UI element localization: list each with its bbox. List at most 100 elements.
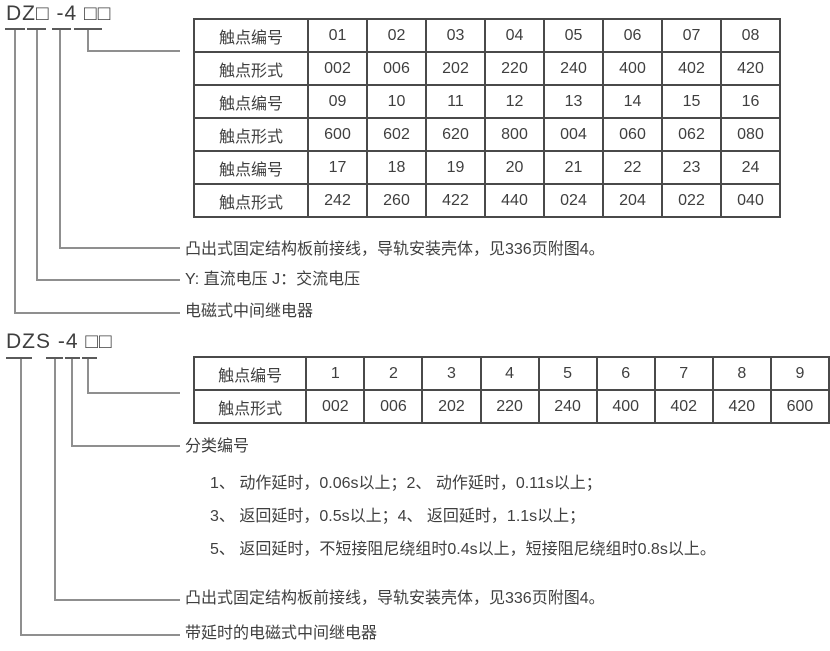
value-cell: 08 [720, 18, 781, 53]
row-header-cell: 触点形式 [192, 389, 308, 424]
value-cell: 202 [425, 51, 486, 86]
value-cell: 12 [484, 84, 545, 119]
dzs-classification-item-3: 5、 返回延时，不短接阻尼绕组时0.4s以上，短接阻尼绕组时0.8s以上。 [210, 541, 716, 558]
value-cell: 202 [421, 389, 482, 424]
value-cell: 240 [537, 389, 598, 424]
tick-dz-voltage [27, 28, 46, 30]
value-cell: 06 [602, 18, 663, 53]
value-cell: 03 [425, 18, 486, 53]
value-cell: 402 [661, 51, 722, 86]
table-row: 触点形式 242 260 422 440 024 204 022 040 [193, 183, 781, 218]
value-cell: 24 [720, 150, 781, 185]
leader-dzs-classification [71, 359, 180, 447]
value-cell: 006 [366, 51, 427, 86]
value-cell: 060 [602, 117, 663, 152]
dzs-classification-item-1: 1、 动作延时，0.06s以上；2、 动作延时，0.11s以上； [210, 475, 602, 492]
tick-dz-contacts [74, 28, 102, 30]
value-cell: 7 [653, 356, 714, 391]
dz-contact-table: 触点编号 01 02 03 04 05 06 07 08 触点形式 002 006 202 220 24 0 4… [193, 18, 781, 218]
row-header-cell: 触点形式 [193, 117, 309, 152]
leader-dz-contacts-to-table [87, 30, 180, 52]
value-cell: 01 [307, 18, 368, 53]
value-cell: 1 [305, 356, 366, 391]
value-cell: 6 [595, 356, 656, 391]
dzs-case-label: 凸出式固定结构板前接线，导轨安装壳体，见336页附图4。 [185, 590, 605, 607]
value-cell: 004 [543, 117, 604, 152]
value-cell: 04 [484, 18, 545, 53]
value-cell: 422 [425, 183, 486, 218]
value-cell: 062 [661, 117, 722, 152]
value-cell: 10 [366, 84, 427, 119]
leader-dz-case [59, 30, 180, 249]
value-cell: 17 [307, 150, 368, 185]
row-header-cell: 触点编号 [192, 356, 308, 391]
value-cell: 240 [543, 51, 604, 86]
value-cell: 260 [366, 183, 427, 218]
value-cell: 400 [602, 51, 663, 86]
dz-voltage-label: Y: 直流电压 J：交流电压 [185, 271, 361, 288]
table-row: 触点形式 600 602 620 800 004 060 062 080 [193, 117, 781, 152]
value-cell: 07 [661, 18, 722, 53]
table-row: 触点编号 01 02 03 04 05 06 07 08 [193, 18, 781, 53]
tick-dzs-prefix [6, 357, 32, 359]
value-cell: 402 [653, 389, 714, 424]
value-cell: 20 [484, 150, 545, 185]
value-cell: 600 [769, 389, 830, 424]
tick-dzs-case [46, 357, 63, 359]
leader-dz-type [14, 30, 180, 314]
value-cell: 09 [307, 84, 368, 119]
value-cell: 204 [602, 183, 663, 218]
dzs-classification-label: 分类编号 [185, 438, 250, 455]
value-cell: 002 [307, 51, 368, 86]
value-cell: 006 [363, 389, 424, 424]
dz-type-label: 电磁式中间继电器 [185, 303, 314, 320]
value-cell: 11 [425, 84, 486, 119]
leader-dzs-case [54, 359, 180, 601]
leader-dzs-contacts-to-table [87, 359, 180, 394]
row-header-cell: 触点形式 [193, 183, 309, 218]
value-cell: 040 [720, 183, 781, 218]
value-cell: 602 [366, 117, 427, 152]
row-header-cell: 触点编号 [193, 84, 309, 119]
dzs-classification-item-2: 3、 返回延时，0.5s以上；4、 返回延时，1.1s以上； [210, 508, 586, 525]
value-cell: 15 [661, 84, 722, 119]
table-row: 触点编号 1 2 3 4 5 6 7 8 9 [192, 356, 830, 391]
value-cell: 420 [711, 389, 772, 424]
value-cell: 05 [543, 18, 604, 53]
value-cell: 14 [602, 84, 663, 119]
tick-dzs-contacts [82, 357, 97, 359]
leader-dzs-type [20, 359, 180, 636]
tick-dz-prefix [5, 28, 25, 30]
table-row: 触点编号 17 18 19 20 21 22 23 24 [193, 150, 781, 185]
dzs-contact-table: 触点编号 1 2 3 4 5 6 7 8 9 触点形式 002 006 202 220 240 400 402 42… [192, 356, 830, 424]
value-cell: 8 [711, 356, 772, 391]
dzs-type-label: 带延时的电磁式中间继电器 [185, 625, 378, 642]
value-cell: 024 [543, 183, 604, 218]
value-cell: 13 [543, 84, 604, 119]
dz-case-label: 凸出式固定结构板前接线，导轨安装壳体，见336页附图4。 [185, 241, 605, 258]
table-row: 触点形式 002 006 202 220 240 400 402 420 600 [192, 389, 830, 424]
model-code-dz: DZ□ -4 □□ [6, 2, 112, 25]
value-cell: 220 [479, 389, 540, 424]
value-cell: 080 [720, 117, 781, 152]
tick-dzs-classification [65, 357, 80, 359]
value-cell: 9 [769, 356, 830, 391]
value-cell: 002 [305, 389, 366, 424]
value-cell: 620 [425, 117, 486, 152]
leader-dz-voltage [36, 30, 180, 281]
value-cell: 242 [307, 183, 368, 218]
value-cell: 440 [484, 183, 545, 218]
tick-dz-case [52, 28, 71, 30]
value-cell: 4 [479, 356, 540, 391]
value-cell: 022 [661, 183, 722, 218]
value-cell: 21 [543, 150, 604, 185]
value-cell: 600 [307, 117, 368, 152]
value-cell: 22 [602, 150, 663, 185]
value-cell: 18 [366, 150, 427, 185]
value-cell: 19 [425, 150, 486, 185]
model-code-dzs: DZS -4 □□ [6, 330, 113, 353]
value-cell: 3 [421, 356, 482, 391]
value-cell: 16 [720, 84, 781, 119]
value-cell: 5 [537, 356, 598, 391]
